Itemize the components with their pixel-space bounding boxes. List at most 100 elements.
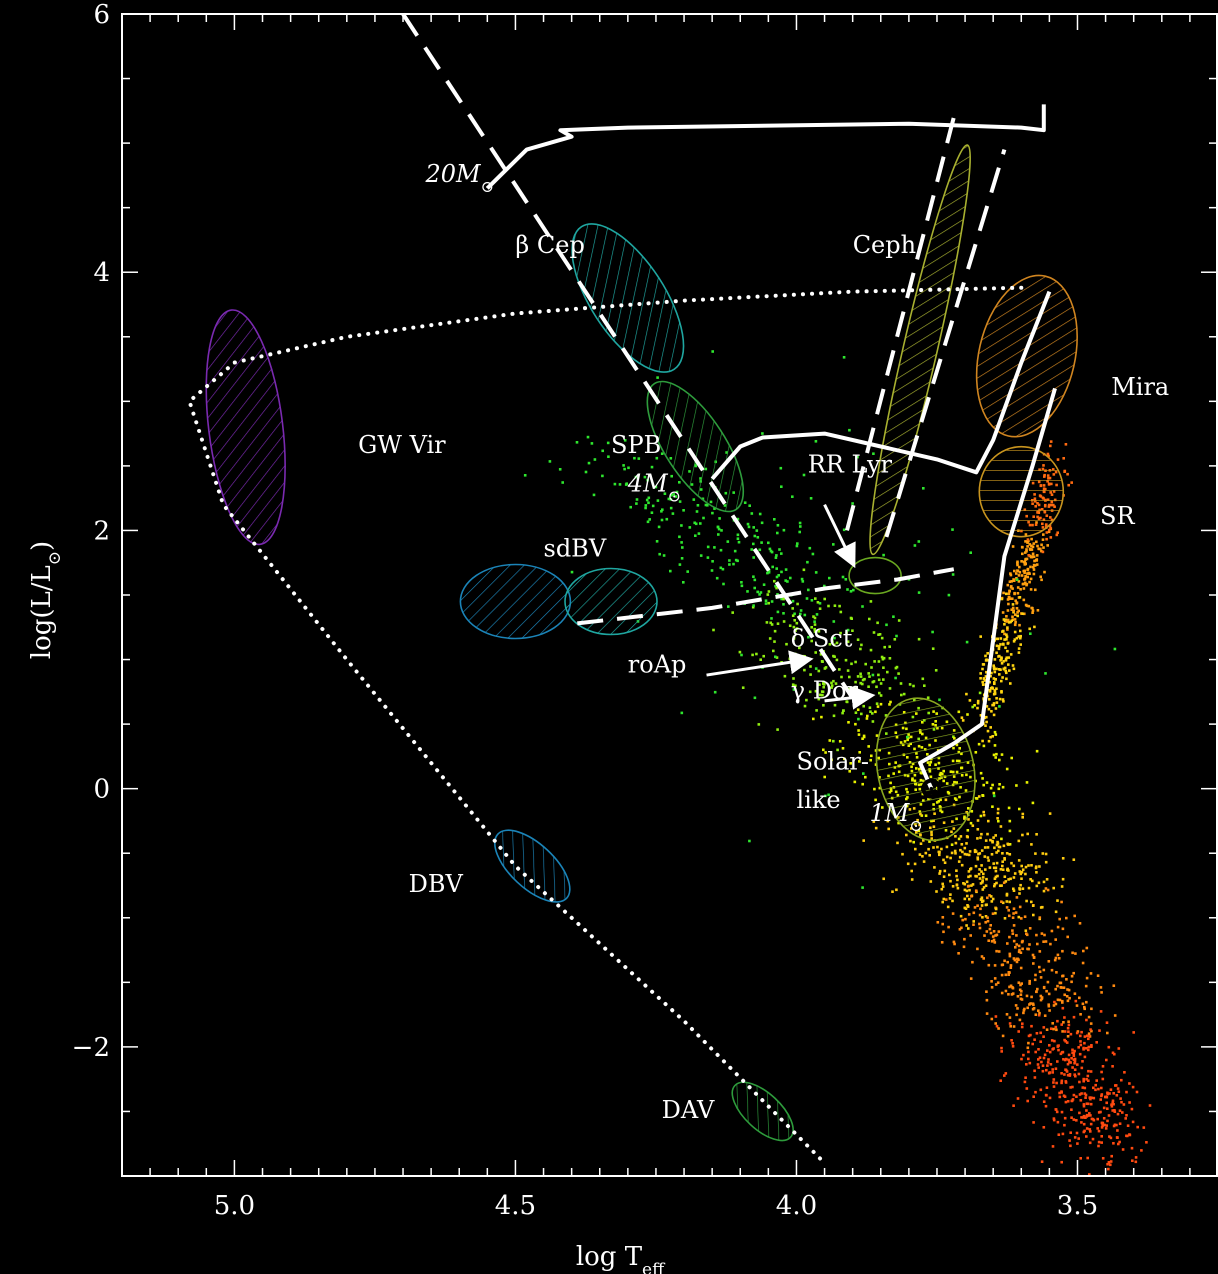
star-point — [1052, 1078, 1056, 1081]
star-point — [1015, 602, 1018, 605]
star-point — [1019, 643, 1022, 646]
star-point — [993, 689, 997, 693]
star-point — [835, 641, 839, 645]
star-point — [993, 670, 997, 674]
star-point — [1045, 1068, 1048, 1072]
star-point — [815, 709, 818, 712]
star-point — [870, 666, 873, 669]
star-point — [1027, 539, 1030, 543]
star-point — [1090, 1044, 1093, 1047]
star-point — [728, 563, 731, 566]
star-point — [993, 667, 996, 671]
star-point — [986, 919, 990, 923]
star-point — [1026, 575, 1029, 579]
star-point — [1063, 1116, 1067, 1120]
star-point — [1073, 1057, 1077, 1061]
star-point — [1011, 932, 1015, 935]
star-point — [1061, 974, 1065, 978]
star-point — [1016, 592, 1020, 595]
star-point — [748, 504, 751, 507]
star-point — [1009, 572, 1012, 575]
star-point — [824, 751, 827, 754]
star-point — [669, 506, 673, 510]
star-point — [780, 552, 783, 555]
region-ceph — [869, 144, 971, 556]
star-point — [1067, 988, 1071, 992]
rr-lyr-arrow — [823, 503, 856, 569]
star-point — [1029, 1002, 1032, 1005]
star-point — [966, 829, 970, 832]
star-point — [971, 705, 974, 709]
star-point — [1001, 611, 1005, 614]
star-point — [1015, 577, 1018, 580]
star-point — [561, 481, 564, 484]
star-point — [991, 840, 994, 844]
star-point — [812, 615, 815, 618]
star-point — [978, 868, 981, 871]
track-dashed-6 — [845, 116, 956, 531]
star-point — [1000, 1050, 1003, 1053]
star-point — [758, 593, 761, 596]
star-point — [644, 504, 648, 507]
star-point — [984, 724, 987, 727]
star-point — [1017, 609, 1020, 613]
star-point — [1004, 973, 1008, 977]
star-point — [1017, 1030, 1020, 1033]
star-point — [1029, 577, 1033, 581]
star-point — [976, 701, 980, 705]
star-point — [1017, 574, 1021, 577]
star-point — [1008, 952, 1012, 956]
star-point — [921, 677, 925, 681]
star-point — [1063, 1016, 1066, 1019]
star-point — [1026, 1046, 1030, 1050]
star-point — [1037, 1058, 1040, 1061]
star-point — [830, 758, 833, 762]
star-point — [760, 521, 764, 525]
star-point — [1003, 619, 1007, 623]
star-point — [1044, 852, 1048, 856]
star-point — [883, 645, 886, 649]
star-point — [1047, 1071, 1051, 1075]
star-point — [1085, 1078, 1088, 1081]
star-point — [712, 628, 715, 632]
star-point — [851, 502, 854, 505]
star-point — [1045, 1094, 1048, 1097]
star-point — [753, 534, 757, 538]
star-point — [1011, 615, 1014, 619]
star-point — [999, 659, 1002, 662]
star-point — [1011, 603, 1015, 606]
star-point — [1016, 569, 1020, 573]
star-point — [1000, 679, 1003, 683]
star-point — [989, 786, 993, 790]
star-point — [973, 704, 976, 707]
star-point — [1064, 1040, 1067, 1043]
star-point — [1046, 888, 1050, 892]
star-point — [1058, 1091, 1061, 1095]
star-point — [802, 473, 806, 477]
track-solid-2 — [485, 104, 1046, 190]
star-point — [960, 716, 964, 719]
star-point — [809, 497, 813, 500]
star-point — [548, 460, 552, 463]
star-point — [854, 711, 858, 714]
star-point — [1006, 960, 1009, 964]
star-point — [1130, 1146, 1134, 1150]
star-point — [976, 699, 980, 703]
star-point — [1017, 580, 1021, 583]
star-point — [1024, 1076, 1027, 1079]
star-point — [1094, 1083, 1097, 1087]
star-point — [966, 904, 969, 907]
star-point — [601, 449, 604, 453]
star-point — [987, 707, 991, 711]
star-point — [1052, 1004, 1056, 1007]
star-point — [1022, 587, 1026, 590]
star-point — [1134, 1160, 1138, 1164]
star-point — [769, 621, 772, 625]
star-point — [993, 941, 997, 944]
star-point — [1026, 545, 1029, 548]
star-point — [1000, 963, 1004, 967]
star-point — [955, 869, 958, 872]
star-point — [1015, 578, 1019, 581]
star-point — [1007, 621, 1011, 624]
star-point — [1064, 1100, 1068, 1104]
